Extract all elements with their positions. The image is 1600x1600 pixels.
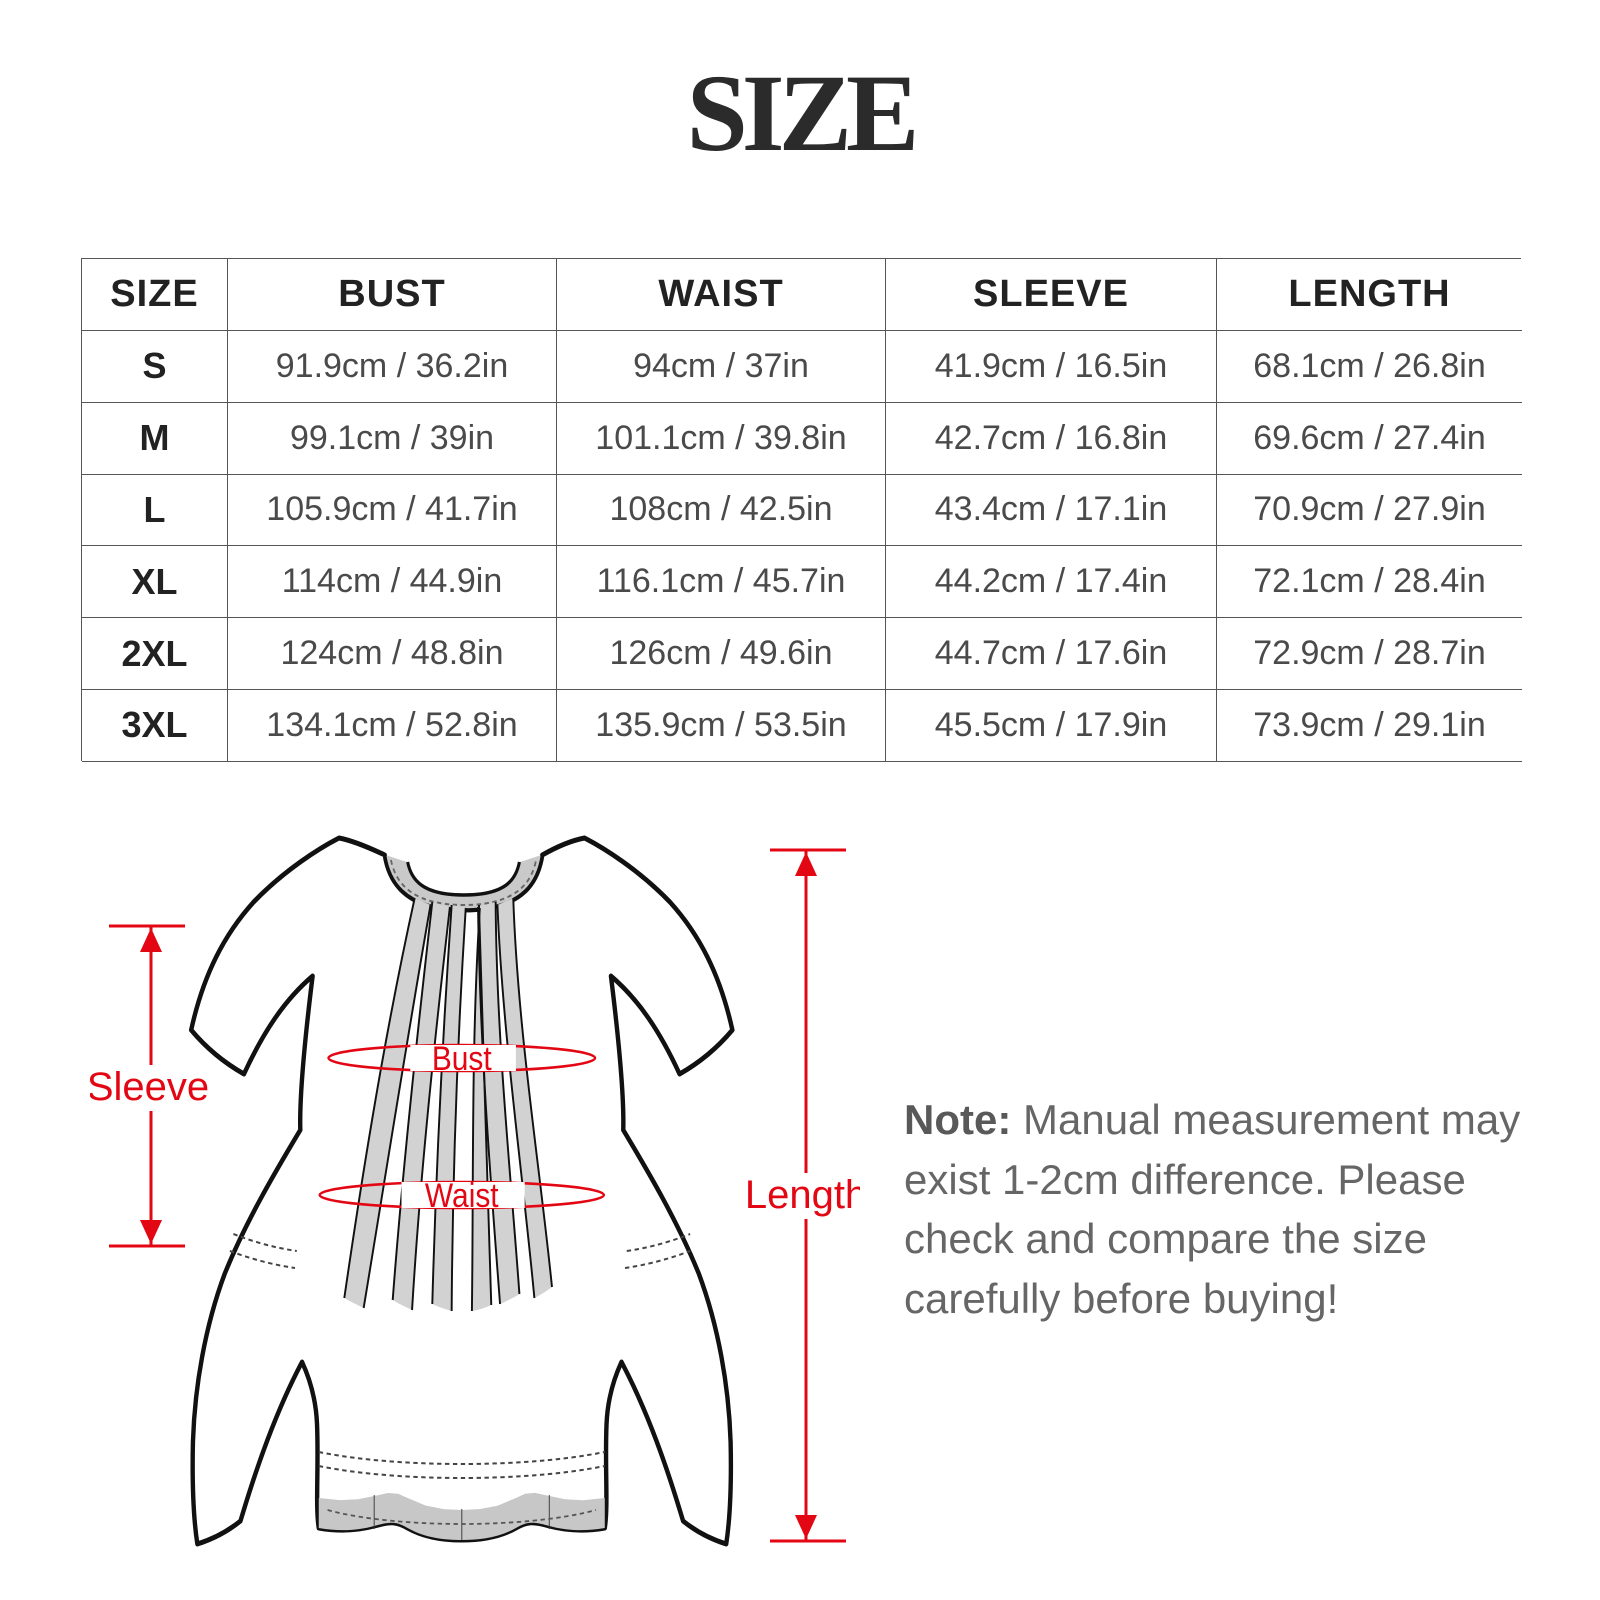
svg-text:Sleeve: Sleeve: [90, 1065, 209, 1109]
svg-text:Length: Length: [745, 1173, 860, 1217]
svg-text:Waist: Waist: [425, 1176, 499, 1214]
svg-text:Bust: Bust: [432, 1039, 492, 1077]
